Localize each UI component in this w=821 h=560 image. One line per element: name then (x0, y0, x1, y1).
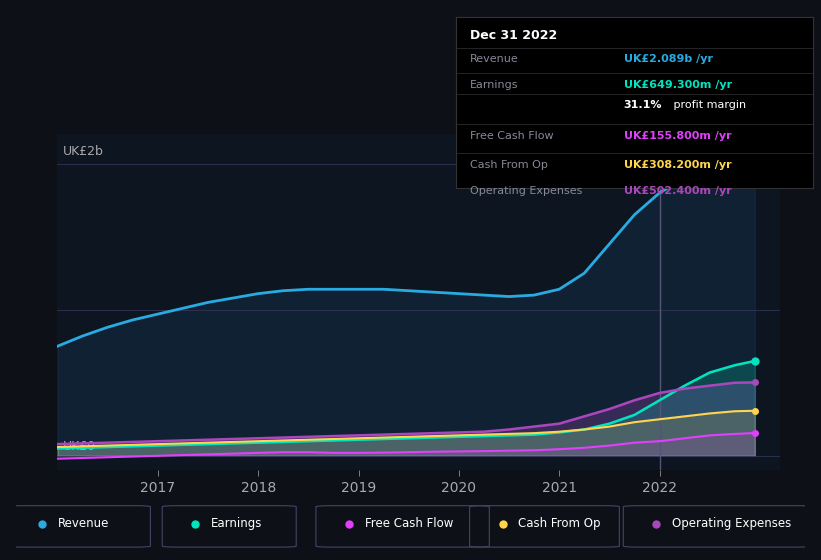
Text: UK£649.300m /yr: UK£649.300m /yr (623, 80, 732, 90)
Text: UK£502.400m /yr: UK£502.400m /yr (623, 186, 732, 196)
Text: Dec 31 2022: Dec 31 2022 (470, 29, 557, 42)
Text: UK£2b: UK£2b (62, 145, 103, 158)
Text: Operating Expenses: Operating Expenses (672, 517, 791, 530)
Text: Earnings: Earnings (211, 517, 263, 530)
Text: UK£155.800m /yr: UK£155.800m /yr (623, 131, 732, 141)
Text: Earnings: Earnings (470, 80, 518, 90)
Text: 31.1%: 31.1% (623, 100, 662, 110)
Text: Free Cash Flow: Free Cash Flow (365, 517, 453, 530)
Text: Operating Expenses: Operating Expenses (470, 186, 582, 196)
Text: UK£0: UK£0 (62, 440, 95, 453)
Text: Revenue: Revenue (57, 517, 108, 530)
Text: profit margin: profit margin (670, 100, 746, 110)
Text: UK£2.089b /yr: UK£2.089b /yr (623, 54, 713, 64)
Text: Cash From Op: Cash From Op (519, 517, 601, 530)
Text: UK£308.200m /yr: UK£308.200m /yr (623, 160, 732, 170)
Text: Cash From Op: Cash From Op (470, 160, 548, 170)
Text: Revenue: Revenue (470, 54, 519, 64)
Text: Free Cash Flow: Free Cash Flow (470, 131, 553, 141)
